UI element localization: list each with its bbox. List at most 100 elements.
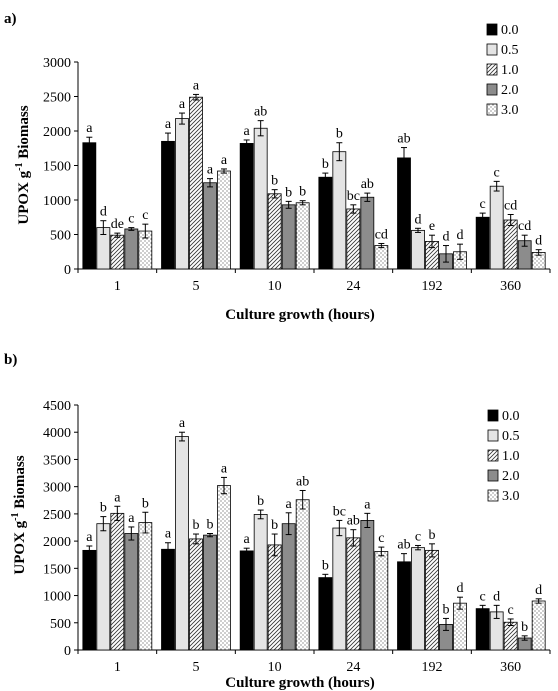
legend-label: 1.0: [502, 449, 520, 464]
panel-label-a: a): [4, 11, 17, 27]
bar-0-0-h192: [397, 561, 411, 651]
bar-0-0-h24: [318, 577, 333, 651]
significance-letter: d: [415, 212, 422, 227]
y-tick-label: 1000: [43, 590, 71, 605]
significance-letter: a: [286, 497, 293, 512]
bar-0-5-h24: [332, 527, 347, 651]
significance-letter: b: [429, 528, 436, 543]
bar-1-0-h10: [267, 193, 282, 270]
significance-letter: c: [415, 529, 421, 544]
significance-letter: b: [271, 174, 278, 189]
bar-1-0-h1: [110, 512, 125, 651]
significance-letter: a: [244, 124, 251, 139]
bar-3-0-h192: [453, 602, 467, 651]
significance-letter: ab: [347, 514, 360, 529]
legend-swatch: [486, 83, 498, 96]
significance-letter: ab: [254, 105, 267, 120]
significance-letter: e: [429, 219, 435, 234]
panel-label-b: b): [4, 352, 17, 368]
bar-1-0-h192: [425, 549, 439, 651]
significance-letter: d: [457, 228, 464, 243]
significance-letter: a: [179, 97, 186, 112]
significance-letter: b: [100, 501, 107, 516]
significance-letter: a: [207, 163, 214, 178]
bar-1-0-h10: [267, 544, 282, 651]
bar-0-5-h1: [96, 523, 111, 651]
significance-letter: d: [457, 581, 464, 596]
bar-0-0-h192: [397, 157, 411, 270]
bar-0-5-h10: [253, 127, 268, 270]
bar-1-0-h5: [189, 96, 203, 270]
legend-swatch: [487, 449, 499, 462]
significance-letter: b: [322, 157, 329, 172]
bar-2-0-h24: [360, 196, 375, 270]
x-tick-label: 24: [346, 660, 360, 675]
x-tick-label: 1: [114, 660, 121, 675]
bar-3-0-h24: [374, 245, 389, 270]
significance-letter: ab: [397, 132, 410, 147]
chart-panel-b: b) 0 500 1000 1500 2000 2500 3000 3500 4000 4500 1…: [4, 352, 551, 691]
x-axis-title-a: Culture growth (hours): [225, 307, 374, 323]
y-tick-label: 4000: [43, 426, 71, 441]
y-tick-label: 0: [64, 644, 71, 659]
legend-label: 3.0: [501, 103, 519, 118]
bar-0-5-h5: [175, 436, 189, 651]
significance-letter: ab: [296, 474, 309, 489]
bar-1-0-h24: [346, 208, 361, 270]
x-tick-label: 1: [114, 279, 121, 294]
bar-3-0-h5: [217, 170, 231, 270]
significance-letter: cd: [504, 198, 517, 213]
legend-label: 2.0: [502, 469, 520, 484]
bar-3-0-h5: [217, 485, 231, 651]
bar-2-0-h10: [281, 523, 296, 651]
legend-label: 0.0: [501, 23, 519, 38]
legend-label: 0.5: [501, 43, 519, 58]
significance-letter: d: [100, 205, 107, 220]
y-tick-label: 2500: [43, 508, 71, 523]
significance-letter: a: [179, 416, 186, 431]
y-tick-label: 1500: [43, 160, 71, 175]
bar-0-0-h1: [82, 549, 97, 651]
bar-3-0-h24: [374, 551, 389, 651]
significance-letter: b: [443, 602, 450, 617]
y-axis-title-b: UPOX g-1 Biomass: [10, 455, 28, 574]
significance-letter: a: [165, 527, 172, 542]
x-tick-label: 360: [500, 279, 521, 294]
significance-letter: a: [86, 530, 93, 545]
legend-swatch: [486, 103, 498, 116]
significance-letter: b: [285, 185, 292, 200]
significance-letter: ab: [397, 538, 410, 553]
legend-b: 0.0 0.5 1.0 2.0 3.0: [487, 409, 520, 504]
y-axis-title-a: UPOX g-1 Biomass: [14, 105, 32, 224]
legend-swatch: [486, 23, 498, 36]
significance-letter: b: [299, 185, 306, 200]
legend-swatch: [487, 409, 499, 422]
bar-2-0-h1: [124, 533, 139, 651]
significance-letter: a: [193, 78, 200, 93]
x-tick-label: 10: [268, 660, 282, 675]
y-tick-label: 3000: [43, 481, 71, 496]
x-tick-label: 10: [268, 279, 282, 294]
significance-letter: b: [257, 494, 264, 509]
x-tick-label: 24: [346, 279, 360, 294]
bar-3-0-h10: [295, 202, 310, 270]
legend-swatch: [486, 43, 498, 56]
significance-letter: b: [142, 496, 149, 511]
bar-2-0-h1: [124, 228, 139, 270]
bar-1-0-h5: [189, 538, 203, 651]
bar-0-0-h10: [239, 550, 254, 651]
bar-0-0-h10: [239, 143, 254, 270]
y-tick-label: 500: [50, 617, 71, 632]
plot-area-b: 0500100015002000250030003500400045001aba…: [43, 399, 551, 675]
x-tick-label: 360: [500, 660, 521, 675]
significance-letter: a: [86, 121, 93, 136]
legend-label: 0.0: [502, 409, 520, 424]
bar-0-0-h24: [318, 176, 333, 270]
y-tick-label: 1000: [43, 194, 71, 209]
y-tick-label: 500: [50, 229, 71, 244]
significance-letter: c: [480, 589, 486, 604]
x-tick-label: 192: [422, 279, 443, 294]
bar-2-0-h24: [360, 520, 375, 651]
significance-letter: c: [378, 531, 384, 546]
significance-letter: b: [207, 517, 214, 532]
